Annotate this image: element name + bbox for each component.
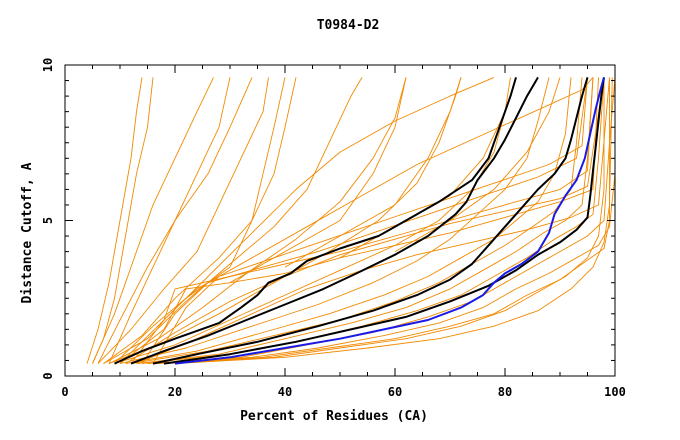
series-line-many-5 (86, 77, 143, 364)
series-line-many-23 (163, 77, 605, 365)
series-line-many-7 (92, 77, 214, 364)
y-tick-label-0: 0 (41, 372, 55, 379)
x-tick-label-20: 20 (168, 385, 182, 399)
series-line-many-24 (119, 77, 599, 364)
x-tick-label-100: 100 (604, 385, 626, 399)
series-line-black-0 (114, 77, 517, 365)
series-line-black-1 (130, 76, 539, 365)
y-tick-label-5: 5 (41, 217, 55, 224)
series-line-many-29 (119, 76, 495, 364)
series-line-many-11 (103, 77, 363, 364)
series-line-black-2 (152, 77, 589, 365)
series-line-many-25 (130, 77, 594, 364)
y-axis-label: Distance Cutoff, A (20, 162, 35, 303)
series-line-many-31 (136, 77, 610, 365)
series-line-many-30 (125, 77, 605, 364)
series-line-many-21 (152, 77, 616, 365)
series-line-black-3 (163, 77, 605, 365)
series-line-many-35 (229, 77, 407, 284)
series-line-many-32 (174, 77, 613, 365)
x-tick-label-40: 40 (278, 385, 292, 399)
series-line-many-15 (119, 77, 550, 365)
series-line-many-10 (103, 77, 297, 364)
x-tick-label-60: 60 (388, 385, 402, 399)
series-line-many-13 (108, 77, 462, 365)
series-line-many-34 (185, 77, 286, 299)
series-layer (86, 76, 616, 365)
series-line-many-9 (97, 77, 269, 364)
series-line-many-26 (141, 77, 588, 364)
tick-layer: 0 20 40 60 80 100 0 5 10 (41, 58, 626, 399)
series-line-many-18 (136, 77, 594, 365)
series-line-many-36 (284, 77, 462, 268)
series-line-many-22 (158, 77, 610, 365)
y-tick-label-10: 10 (41, 58, 55, 72)
x-tick-label-80: 80 (498, 385, 512, 399)
series-line-many-27 (152, 77, 588, 364)
x-tick-label-0: 0 (61, 385, 68, 399)
x-axis-label: Percent of Residues (CA) (240, 409, 428, 424)
series-line-many-12 (108, 77, 407, 365)
series-line-many-33 (108, 77, 231, 364)
chart-title: T0984-D2 (317, 18, 380, 33)
series-line-blue-4 (174, 77, 605, 365)
